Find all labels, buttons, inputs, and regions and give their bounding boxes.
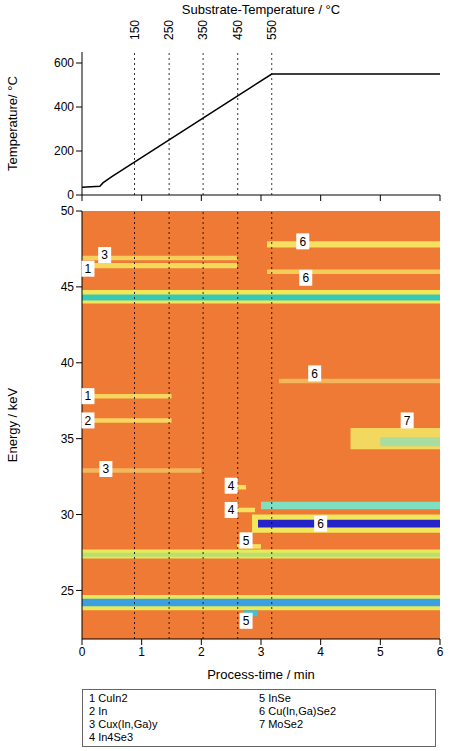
svg-text:50: 50 <box>61 205 75 218</box>
svg-text:5: 5 <box>243 534 250 548</box>
svg-text:400: 400 <box>54 100 74 114</box>
svg-text:4: 4 <box>228 503 235 517</box>
svg-text:1: 1 <box>85 389 92 403</box>
svg-text:0: 0 <box>79 645 86 659</box>
svg-text:7: 7 <box>404 414 411 428</box>
html-text:4 In4Se3: 4 In4Se3 <box>89 731 134 743</box>
svg-text:1: 1 <box>138 645 145 659</box>
svg-text:250: 250 <box>162 20 176 40</box>
svg-text:6: 6 <box>437 645 444 659</box>
svg-text:550: 550 <box>265 20 279 40</box>
svg-text:4: 4 <box>228 479 235 493</box>
svg-text:3: 3 <box>103 462 110 476</box>
svg-text:1: 1 <box>85 262 92 276</box>
svg-text:5: 5 <box>377 645 384 659</box>
svg-text:Process-time / min: Process-time / min <box>207 667 315 682</box>
svg-text:3: 3 <box>258 645 265 659</box>
svg-text:6: 6 <box>302 271 309 285</box>
svg-text:6: 6 <box>299 235 306 249</box>
svg-text:0: 0 <box>67 188 74 202</box>
html-text:7 MoSe2: 7 MoSe2 <box>259 718 303 730</box>
svg-text:5: 5 <box>243 614 250 628</box>
svg-text:45: 45 <box>61 280 75 294</box>
svg-text:150: 150 <box>128 20 142 40</box>
html-text:2 In: 2 In <box>89 705 108 717</box>
html-text:Substrate-Temperature / °C: Substrate-Temperature / °C <box>181 2 341 17</box>
svg-text:30: 30 <box>61 508 75 522</box>
svg-text:350: 350 <box>196 20 210 40</box>
html-text:5 InSe: 5 InSe <box>259 692 291 704</box>
html-text:3 Cux(In,Ga)y: 3 Cux(In,Ga)y <box>89 718 158 730</box>
html-text:1 CuIn2: 1 CuIn2 <box>89 692 128 704</box>
html-text:6 Cu(In,Ga)Se2: 6 Cu(In,Ga)Se2 <box>259 705 337 717</box>
svg-text:Energy / keV: Energy / keV <box>5 387 20 462</box>
svg-text:2: 2 <box>198 645 205 659</box>
svg-text:3: 3 <box>101 248 108 262</box>
svg-text:2: 2 <box>85 414 92 428</box>
svg-text:6: 6 <box>317 517 324 531</box>
svg-text:200: 200 <box>54 144 74 158</box>
svg-text:35: 35 <box>61 432 75 446</box>
svg-text:6: 6 <box>311 367 318 381</box>
svg-text:25: 25 <box>61 584 75 598</box>
svg-text:40: 40 <box>61 356 75 370</box>
svg-text:Temperature/ °C: Temperature/ °C <box>5 76 20 171</box>
svg-text:4: 4 <box>317 645 324 659</box>
svg-text:600: 600 <box>54 56 74 70</box>
svg-text:450: 450 <box>231 20 245 40</box>
